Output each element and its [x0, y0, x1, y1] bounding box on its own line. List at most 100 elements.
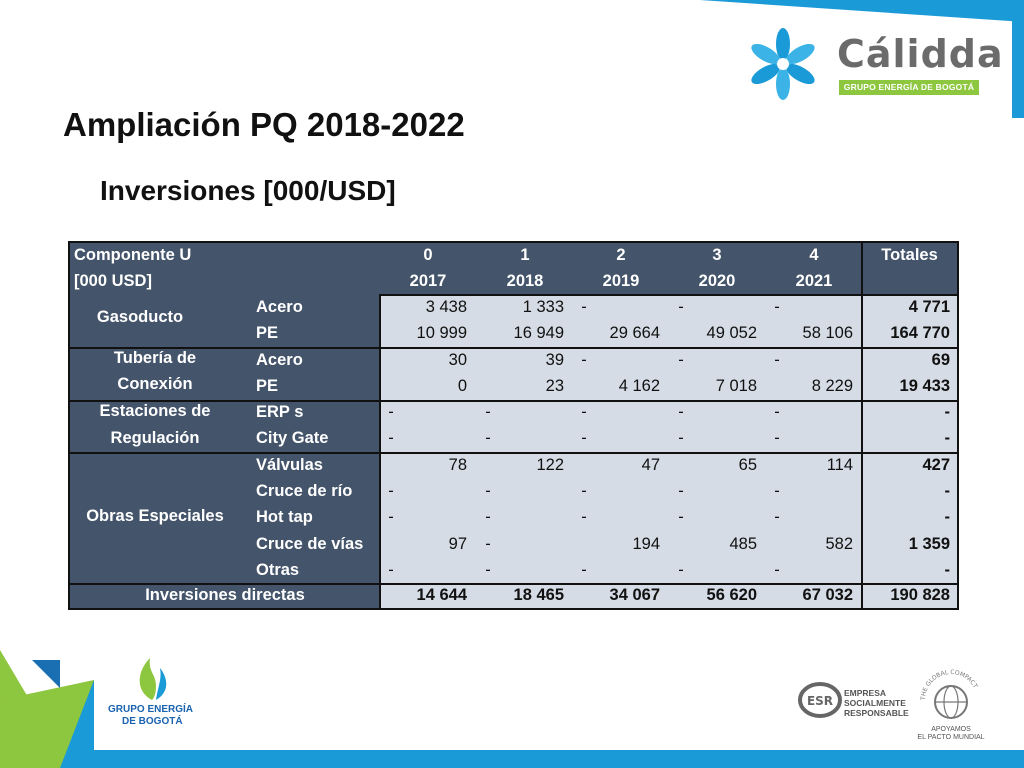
- footer-value: 14 644: [416, 586, 467, 604]
- group-gasoducto: Gasoducto: [96, 308, 184, 326]
- table-cell: 582: [825, 535, 853, 553]
- row-label: Cruce de vías: [256, 535, 364, 553]
- row-label: Válvulas: [256, 456, 323, 474]
- table-cell: -: [388, 429, 394, 447]
- table-cell: -: [485, 508, 491, 526]
- table-cell: -: [581, 429, 587, 447]
- table-cell: -: [678, 429, 684, 447]
- row-label: ERP s: [256, 403, 304, 421]
- esr-line3: RESPONSABLE: [844, 708, 909, 718]
- table-cell: -: [678, 403, 684, 421]
- table-cell: -: [581, 482, 587, 500]
- geb-line1: GRUPO ENERGÍA: [108, 704, 194, 715]
- table-cell: -: [485, 561, 491, 579]
- table-cell: -: [678, 508, 684, 526]
- group-estaciones-line1: Estaciones de: [99, 402, 211, 420]
- top-decorative-band: [700, 0, 1024, 118]
- table-cell: 10 999: [416, 324, 467, 342]
- row-label: Hot tap: [256, 508, 313, 526]
- table-cell: -: [388, 508, 394, 526]
- brand-tagline: GRUPO ENERGÍA DE BOGOTÁ: [839, 80, 979, 95]
- geb-line2: DE BOGOTÁ: [122, 716, 183, 727]
- brand-name: Cálidda: [837, 32, 1004, 76]
- table-cell: 58 106: [802, 324, 853, 342]
- table-cell: 4 162: [618, 377, 660, 395]
- table-cell: 78: [448, 456, 467, 474]
- row-label: Acero: [256, 351, 303, 369]
- header-period: 3: [712, 246, 722, 264]
- table-cell: -: [774, 561, 780, 579]
- table-cell: -: [581, 403, 587, 421]
- table-cell: -: [388, 561, 394, 579]
- table-cell: 97: [448, 535, 467, 553]
- gc-ring-text: THE GLOBAL COMPACT: [920, 669, 979, 701]
- table-cell: 65: [738, 456, 757, 474]
- global-compact-logo: THE GLOBAL COMPACT APOYAMOS EL PACTO MUN…: [915, 668, 987, 741]
- table-cell: 7 018: [715, 377, 757, 395]
- group-tuberia-line2: Conexión: [117, 375, 193, 393]
- slide-subtitle: Inversiones [000/USD]: [100, 175, 396, 206]
- table-cell: -: [774, 482, 780, 500]
- group-obras-especiales: Obras Especiales: [86, 507, 224, 525]
- row-label: Cruce de río: [256, 482, 353, 500]
- totals-bg: [862, 295, 957, 584]
- footer-values-bg: [380, 584, 957, 608]
- table-cell: 114: [826, 456, 853, 474]
- globe-icon: THE GLOBAL COMPACT: [920, 669, 979, 719]
- header-units: [000 USD]: [74, 272, 152, 290]
- table-cell: -: [581, 298, 587, 316]
- footer-label: Inversiones directas: [145, 586, 305, 604]
- footer-value: 34 067: [609, 586, 660, 604]
- table-cell: -: [678, 351, 684, 369]
- row-labels-bg: [70, 295, 380, 584]
- table-cell: 30: [448, 351, 467, 369]
- table-cell: -: [774, 298, 780, 316]
- esr-line2: SOCIALMENTE: [844, 698, 906, 708]
- header-year: 2017: [409, 272, 447, 290]
- slide-title: Ampliación PQ 2018-2022: [63, 106, 465, 143]
- footer-value: 67 032: [802, 586, 853, 604]
- row-total: -: [944, 429, 951, 447]
- row-label: Acero: [256, 298, 303, 316]
- row-total: 164 770: [890, 324, 950, 342]
- gc-line1: APOYAMOS: [931, 726, 971, 733]
- header-year: 2020: [698, 272, 736, 290]
- row-label: PE: [256, 324, 279, 342]
- header-period: 0: [423, 246, 433, 264]
- table-cell: 8 229: [811, 377, 853, 395]
- table-cell: 194: [632, 535, 660, 553]
- table-cell: -: [774, 351, 780, 369]
- table-cell: 1 333: [522, 298, 564, 316]
- investment-table: Componente U [000 USD] 0 2017 1 2018 2 2019 3 2…: [68, 241, 959, 610]
- header-period: 1: [520, 246, 530, 264]
- row-label: PE: [256, 377, 279, 395]
- header-period: 4: [809, 246, 819, 264]
- table-cell: -: [485, 535, 491, 553]
- table-cell: 3 438: [425, 298, 467, 316]
- row-total: 4 771: [908, 298, 950, 316]
- table-cell: -: [774, 403, 780, 421]
- row-label: City Gate: [256, 429, 329, 447]
- gc-line2: EL PACTO MUNDIAL: [917, 734, 985, 741]
- esr-logo: ESR EMPRESA SOCIALMENTE RESPONSABLE: [798, 678, 909, 726]
- header-year: 2021: [795, 272, 833, 290]
- table-cell: -: [485, 403, 491, 421]
- header-year: 2018: [506, 272, 544, 290]
- table-cell: 29 664: [609, 324, 660, 342]
- table-cell: 47: [641, 456, 660, 474]
- row-total: 19 433: [899, 377, 950, 395]
- header-period: 2: [616, 246, 626, 264]
- row-total: -: [944, 403, 951, 421]
- footer-value: 56 620: [706, 586, 757, 604]
- header-totales: Totales: [881, 246, 938, 264]
- row-total: -: [944, 482, 951, 500]
- table-cell: 23: [545, 377, 564, 395]
- row-total: 427: [922, 456, 950, 474]
- row-total: -: [944, 561, 951, 579]
- row-total: 69: [931, 351, 950, 369]
- table-cell: 0: [457, 377, 467, 395]
- table-cell: 16 949: [513, 324, 564, 342]
- flower-icon: [751, 28, 815, 100]
- header-componente: Componente U: [74, 246, 192, 264]
- svg-text:THE GLOBAL COMPACT: THE GLOBAL COMPACT: [920, 669, 979, 701]
